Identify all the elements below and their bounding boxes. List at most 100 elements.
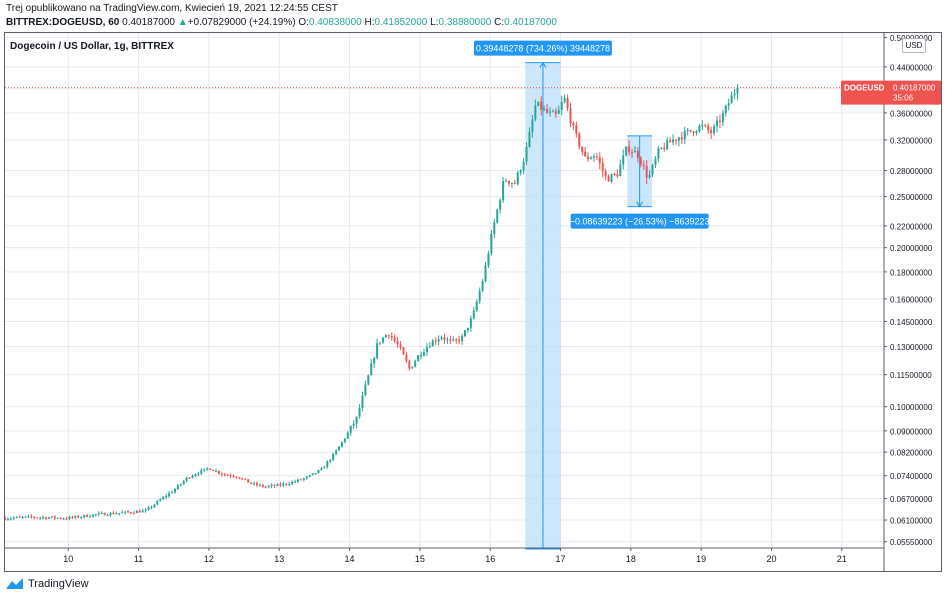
publish-info: Trej opublikowano na TradingView.com, Kw… [6,3,338,14]
candle-body [680,137,683,140]
currency-label[interactable]: USD [902,38,926,53]
chart-frame [4,32,942,572]
candle-body [56,517,59,519]
candle-body [428,346,431,348]
candle-body [132,512,135,514]
candle-body [452,339,455,341]
candle-body [613,174,616,176]
candle-body [513,182,516,184]
candle-body [408,361,411,369]
candle-body [595,156,598,158]
candle-body [244,478,247,480]
candle-body [519,170,522,173]
change-arrow-icon: ▲ [177,17,188,28]
candle-body [100,513,103,515]
candle-body [698,125,701,132]
candle-body [106,515,109,517]
candle-body [188,477,191,479]
candle-body [217,470,220,474]
candle-body [320,468,323,471]
candle-body [677,137,680,141]
candle-body [622,155,625,165]
price-tag-countdown: 35:06 [893,94,914,103]
candle-body [475,301,478,311]
candle-body [91,514,94,517]
candle-body [510,182,513,184]
candle-body [364,384,367,396]
candle-body [396,341,399,345]
candle-body [361,395,364,408]
candle-body [235,476,238,478]
candle-body [490,234,493,254]
candle-body [516,172,519,184]
candle-body [390,336,393,338]
footer-brand[interactable]: TradingView [6,578,89,590]
candle-body [270,485,273,487]
candle-body [546,109,549,113]
candle-body [601,163,604,172]
candle-body [628,146,631,153]
candle-body [314,473,317,475]
candle-body [660,147,663,149]
candle-body [182,480,185,484]
candle-body [255,483,258,486]
candles [4,84,739,521]
measure-tools[interactable] [525,61,652,550]
candle-body [112,512,115,515]
candle-body [733,93,736,96]
candle-body [118,513,121,515]
candle-body [598,157,601,164]
candle-body [159,499,162,501]
price-axis[interactable]: 0.500000000.440000000.400000000.36000000… [883,33,933,572]
candle-body [461,336,464,342]
x-tick-label: 14 [345,554,355,564]
candle-body [109,512,112,516]
candle-body [74,516,77,518]
candle-body [88,516,91,518]
candle-body [340,441,343,447]
candle-body [683,130,686,140]
candle-body [540,101,543,110]
candle-body [261,484,264,487]
close-value: 0.40187000 [504,17,557,28]
low-value: 0.38880000 [438,17,492,28]
candle-body [466,327,469,331]
candle-body [672,139,675,143]
candle-body [238,477,241,479]
y-tick-label: 0.09000000 [890,427,933,436]
measure-label: 0.39448278 (734.26%) 39448278 [476,44,610,54]
candle-body [701,125,704,127]
candle-body [578,133,581,147]
candle-body [393,337,396,342]
candle-body [288,484,291,486]
candle-body [94,514,97,516]
candle-body [569,108,572,123]
candle-body [405,354,408,362]
candle-body [103,513,106,516]
candle-body [642,164,645,166]
candle-body [335,450,338,454]
candle-body [121,512,124,514]
candle-body [704,125,707,127]
y-tick-label: 0.25000000 [890,193,933,202]
candle-body [633,150,636,153]
candle-body [267,485,270,487]
time-axis[interactable]: 10 11 12 13 14 15 16 17 18 19 20 21 [5,547,884,564]
candle-body [253,483,256,485]
candle-body [449,339,452,341]
candle-body [50,516,53,518]
candle-body [171,492,174,494]
candle-body [12,517,15,519]
candle-body [317,470,320,474]
candle-body [185,477,188,481]
candle-body [176,485,179,490]
x-tick-label: 13 [274,554,284,564]
candle-body [379,342,382,344]
candle-body [355,416,358,424]
x-tick-label: 21 [837,554,847,564]
candle-body [168,493,171,497]
candle-body [566,98,569,109]
candle-body [493,222,496,235]
candle-body [548,111,551,113]
